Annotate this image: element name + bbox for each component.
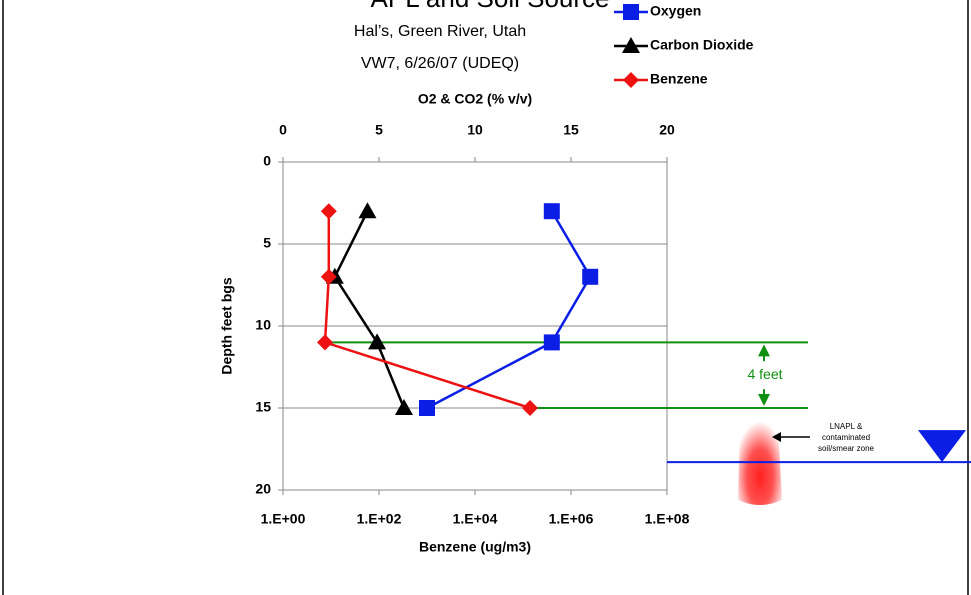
point (317, 334, 333, 350)
x-top-tick-label: 15 (563, 122, 579, 138)
x-bottom-tick-label: 1.E+02 (357, 511, 402, 527)
x-bottom-tick-label: 1.E+04 (453, 511, 498, 527)
legend-label: Benzene (650, 71, 708, 87)
x-bottom-tick-label: 1.E+08 (645, 511, 690, 527)
chart: APL and Soil Source Hal’s, Green River, … (0, 0, 971, 595)
point (395, 399, 413, 415)
y-tick-label: 15 (255, 399, 271, 415)
water-table-symbol (918, 430, 966, 462)
y-tick-label: 10 (255, 317, 271, 333)
x-top-tick-label: 0 (279, 122, 287, 138)
point (321, 203, 337, 219)
y-tick-label: 20 (255, 481, 271, 497)
x-top-tick-label: 5 (375, 122, 383, 138)
x-bottom-tick-label: 1.E+00 (261, 511, 306, 527)
subtitle: VW7, 6/26/07 (UDEQ) (361, 55, 519, 72)
y-tick-label: 0 (263, 153, 271, 169)
point (544, 334, 560, 350)
point (544, 203, 560, 219)
x-top-title: O2 & CO2 (% v/v) (418, 91, 532, 107)
zone-label: soil/smear zone (818, 444, 875, 453)
subtitle: Hal’s, Green River, Utah (354, 23, 526, 40)
legend-label: Oxygen (650, 3, 701, 19)
point (582, 269, 598, 285)
series-line (427, 211, 590, 408)
y-title: Depth feet bgs (219, 277, 235, 374)
point (419, 400, 435, 416)
arrow-head (758, 394, 770, 406)
zone-label: LNAPL & (830, 422, 863, 431)
y-tick-label: 5 (263, 235, 271, 251)
x-bottom-tick-label: 1.E+06 (549, 511, 594, 527)
x-bottom-title: Benzene (ug/m3) (419, 539, 531, 555)
point (358, 202, 376, 218)
page: APL and Soil Source Hal’s, Green River, … (0, 0, 971, 595)
chart-title: APL and Soil Source (371, 0, 610, 13)
interval-label: 4 feet (747, 366, 782, 382)
series-line (335, 211, 404, 408)
smear-zone (738, 412, 782, 505)
x-top-tick-label: 10 (467, 122, 483, 138)
x-top-tick-label: 20 (659, 122, 675, 138)
point (522, 400, 538, 416)
zone-label: contaminated (822, 433, 870, 442)
arrow-head (758, 344, 770, 356)
point (623, 72, 639, 88)
point (623, 4, 639, 20)
legend-label: Carbon Dioxide (650, 37, 754, 53)
